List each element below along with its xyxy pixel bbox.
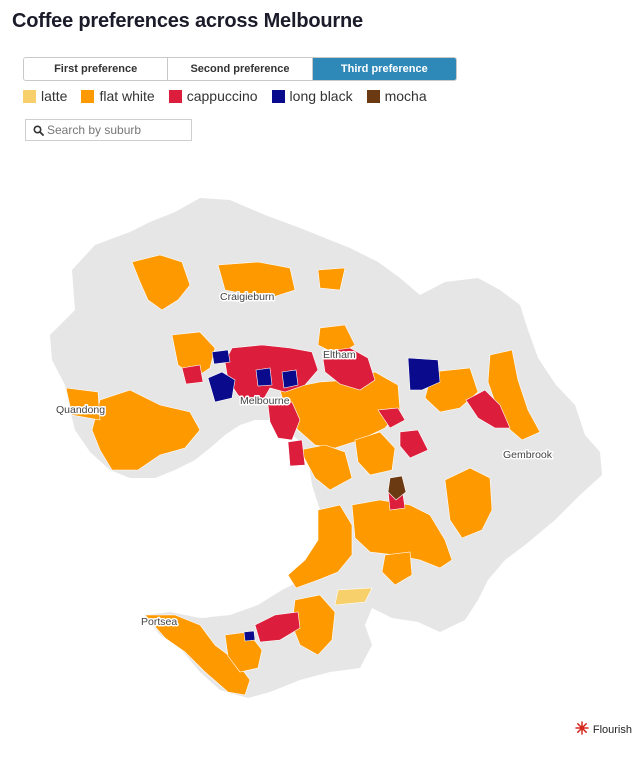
region-flat-white[interactable] [65,387,101,421]
legend-swatch [168,89,182,103]
region-long-black[interactable] [243,630,256,642]
region-flat-white[interactable] [317,267,346,291]
legend: latte flat white cappuccino long black m… [23,88,427,104]
search-input[interactable] [47,123,187,137]
legend-label: cappuccino [186,88,258,104]
flourish-label: Flourish [592,723,632,736]
port-phillip-bay [180,420,322,618]
search-icon [29,124,47,136]
region-flat-white[interactable] [217,261,296,299]
legend-label: latte [41,88,68,104]
search-box [25,119,192,141]
legend-swatch [23,89,36,103]
region-cappuccino[interactable] [399,429,429,459]
region-flat-white[interactable] [444,467,493,539]
region-flat-white[interactable] [317,324,356,356]
place-label-quandong: Quandong [56,404,105,416]
legend-swatch [81,89,95,103]
legend-item-cappuccino[interactable]: cappuccino [168,88,258,104]
region-cappuccino[interactable] [254,611,301,643]
place-label-gembrook: Gembrook [503,449,553,461]
legend-swatch [271,89,285,103]
region-long-black[interactable] [407,357,441,391]
flourish-logo-icon [575,721,589,738]
region-cappuccino[interactable] [181,364,204,385]
preference-tabs: First preference Second preference Third… [23,57,457,81]
region-cappuccino[interactable] [267,401,301,441]
legend-swatch [366,89,380,103]
region-flat-white[interactable] [287,504,353,589]
region-long-black[interactable] [211,349,231,365]
flourish-credit[interactable]: Flourish [575,721,632,738]
region-flat-white[interactable] [131,254,191,311]
tab-third-preference[interactable]: Third preference [312,58,456,80]
region-long-black[interactable] [281,369,299,389]
legend-label: flat white [99,88,155,104]
place-label-eltham: Eltham [323,349,356,361]
region-flat-white[interactable] [91,389,201,471]
place-label-melbourne: Melbourne [240,395,290,407]
page-title: Coffee preferences across Melbourne [12,10,363,32]
region-flat-white[interactable] [171,331,216,379]
tab-second-preference[interactable]: Second preference [168,58,313,80]
region-flat-white[interactable] [354,431,396,476]
region-long-black[interactable] [255,367,273,387]
legend-label: mocha [384,88,427,104]
region-flat-white[interactable] [487,349,541,441]
legend-item-long-black[interactable]: long black [271,88,353,104]
region-cappuccino[interactable] [287,439,306,467]
melbourne-map[interactable]: Craigieburn Eltham Quandong Melbourne Ge… [0,150,644,710]
region-flat-white[interactable] [299,444,353,491]
region-long-black[interactable] [207,371,236,403]
region-flat-white[interactable] [351,499,453,569]
region-cappuccino[interactable] [377,407,406,429]
legend-item-mocha[interactable]: mocha [366,88,427,104]
place-label-craigieburn: Craigieburn [220,291,274,303]
place-label-portsea: Portsea [141,616,177,628]
region-mocha[interactable] [387,475,407,501]
region-latte[interactable] [334,587,373,606]
region-flat-white[interactable] [144,614,251,696]
region-flat-white[interactable] [381,551,413,586]
legend-item-latte[interactable]: latte [23,88,67,104]
region-cappuccino[interactable] [321,347,376,391]
tab-first-preference[interactable]: First preference [24,58,169,80]
legend-label: long black [289,88,353,104]
region-cappuccino[interactable] [465,389,511,429]
legend-item-flat-white[interactable]: flat white [81,88,155,104]
